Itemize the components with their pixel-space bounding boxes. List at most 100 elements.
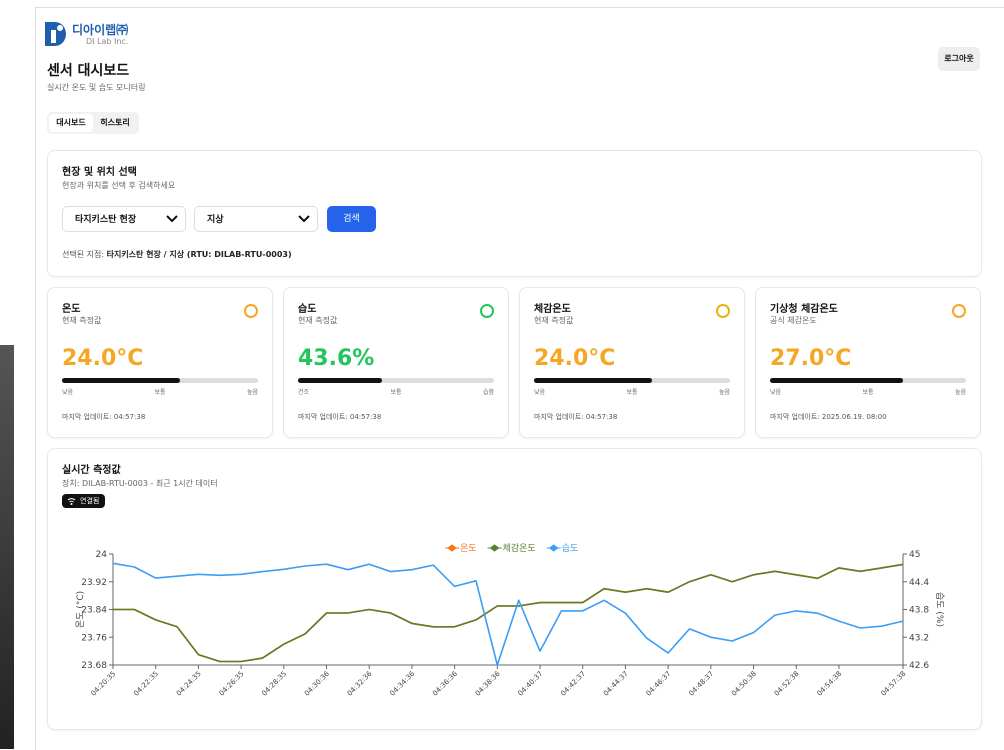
- card-updated: 마지막 업데이트: 04:57:38: [534, 413, 618, 421]
- gauge-scale: 낮음 보통 높음: [534, 387, 730, 396]
- location-select[interactable]: 지상: [194, 206, 318, 232]
- card-value: 24.0°C: [534, 346, 616, 371]
- gauge-fill: [770, 378, 904, 383]
- scale-label: 보통: [626, 389, 638, 396]
- background-strip: [0, 345, 14, 749]
- gauge-track: [534, 378, 730, 383]
- x-tick-label: 04:57:38: [880, 670, 908, 698]
- location-value: 지상: [207, 215, 224, 225]
- card-value: 27.0°C: [770, 346, 852, 371]
- x-tick-label: 04:28:35: [260, 670, 288, 698]
- scale-label: 보통: [390, 389, 402, 396]
- selected-info: 선택된 지점: 타지키스탄 현장 / 지상 (RTU: DILAB-RTU-00…: [62, 249, 292, 260]
- y-tick-label: 23.92: [81, 578, 107, 588]
- x-tick-label: 04:30:36: [303, 669, 331, 697]
- gauge-fill: [534, 378, 652, 383]
- selected-label: 선택된 지점:: [62, 250, 105, 259]
- sensor-card: 습도 현재 측정값 43.6% 건조 보통 습함 마지막 업데이트: 04:57:38: [283, 287, 509, 438]
- x-tick-label: 04:20:35: [90, 670, 118, 698]
- y-tick-label: 24: [96, 550, 108, 560]
- scale-label: 낮음: [62, 389, 74, 396]
- status-badge: 연결됨: [62, 494, 106, 508]
- x-tick-label: 04:40:37: [517, 670, 545, 698]
- gauge-track: [298, 378, 494, 383]
- scale-label: 높음: [246, 389, 258, 396]
- page-title: 센서 대시보드: [47, 63, 130, 79]
- line-series: [113, 563, 904, 663]
- x-tick-label: 04:26:35: [218, 670, 246, 698]
- card-updated: 마지막 업데이트: 04:57:38: [62, 413, 146, 421]
- card-title: 실시간 측정값: [62, 465, 121, 476]
- x-tick-label: 04:54:38: [815, 670, 843, 698]
- scale-label: 습함: [482, 389, 494, 396]
- y2-tick-label: 42.6: [909, 661, 929, 671]
- search-button[interactable]: 검색: [327, 206, 376, 232]
- card-title: 습도: [298, 304, 317, 315]
- legend-marker: [546, 544, 561, 552]
- card-description: 현장과 위치를 선택 후 검색하세요: [62, 181, 176, 190]
- tab-active[interactable]: 대시보드: [49, 114, 93, 132]
- legend-label: 온도: [460, 543, 477, 554]
- card-updated: 마지막 업데이트: 04:57:38: [298, 413, 382, 421]
- gauge-fill: [298, 378, 383, 383]
- scale-label: 건조: [298, 389, 310, 396]
- legend-label: 습도: [562, 543, 579, 554]
- card-value: 24.0°C: [62, 346, 144, 371]
- card-title: 현장 및 위치 선택: [62, 167, 137, 178]
- gauge-scale: 건조 보통 습함: [298, 387, 494, 396]
- gauge-track: [770, 378, 966, 383]
- status-text: 연결됨: [80, 497, 100, 505]
- device-info: 장치: DILAB-RTU-0003 - 최근 1시간 데이터: [62, 479, 218, 488]
- gauge-track: [62, 378, 258, 383]
- scale-label: 보통: [154, 389, 166, 396]
- card-updated: 마지막 업데이트: 2025.06.19. 08:00: [770, 413, 887, 421]
- chart-card: 실시간 측정값 장치: DILAB-RTU-0003 - 최근 1시간 데이터 …: [47, 448, 982, 730]
- card-subtitle: 현재 측정값: [62, 316, 102, 325]
- card-title: 온도: [62, 304, 81, 315]
- x-tick-label: 04:46:37: [645, 670, 673, 698]
- scale-label: 높음: [954, 389, 966, 396]
- gauge-fill: [62, 378, 180, 383]
- y-tick-label: 23.68: [81, 661, 107, 671]
- x-tick-label: 04:22:35: [132, 670, 160, 698]
- logo-icon: [45, 22, 66, 46]
- card-value: 43.6%: [298, 346, 375, 371]
- site-select[interactable]: 타지키스탄 현장: [62, 206, 186, 232]
- logout-button[interactable]: 로그아웃: [938, 47, 980, 71]
- gauge-scale: 낮음 보통 높음: [770, 387, 966, 396]
- y2-axis-title: 습도 (%): [934, 592, 945, 627]
- x-tick-label: 04:50:38: [730, 670, 758, 698]
- tabs: 대시보드 히스토리: [47, 112, 139, 134]
- y2-tick-label: 45: [909, 550, 920, 560]
- x-tick-label: 04:48:37: [687, 670, 715, 698]
- card-icon: [716, 304, 730, 318]
- card-subtitle: 현재 측정값: [534, 316, 574, 325]
- line-series: [112, 562, 904, 666]
- selection-card: 현장 및 위치 선택 현장과 위치를 선택 후 검색하세요 타지키스탄 현장 지…: [47, 150, 982, 277]
- x-tick-label: 04:34:36: [388, 669, 416, 697]
- sensor-card: 기상청 체감온도 공식 체감온도 27.0°C 낮음 보통 높음 마지막 업데이트: 202…: [755, 287, 981, 438]
- selected-value: 타지키스탄 현장 / 지상 (RTU: DILAB-RTU-0003): [106, 250, 292, 259]
- x-tick-label: 04:24:35: [175, 670, 203, 698]
- gauge-scale: 낮음 보통 높음: [62, 387, 258, 396]
- x-tick-label: 04:44:37: [602, 670, 630, 698]
- y2-tick-label: 44.4: [909, 578, 929, 588]
- card-icon: [244, 304, 258, 318]
- x-tick-label: 04:32:36: [346, 669, 374, 697]
- legend-marker: [445, 544, 459, 552]
- card-subtitle: 공식 체감온도: [770, 316, 817, 325]
- card-icon: [952, 304, 966, 318]
- tab[interactable]: 히스토리: [100, 118, 130, 127]
- x-tick-label: 04:42:37: [559, 670, 587, 698]
- sensor-card: 체감온도 현재 측정값 24.0°C 낮음 보통 높음 마지막 업데이트: 04:57:38: [519, 287, 745, 438]
- y-axis-title: 온도 (°C): [75, 591, 86, 628]
- scale-label: 낮음: [770, 389, 782, 396]
- card-icon: [480, 304, 494, 318]
- x-tick-label: 04:38:36: [474, 669, 502, 697]
- window: [35, 7, 1004, 750]
- brand: 디아이랩㈜: [72, 23, 129, 37]
- y-tick-label: 23.76: [81, 633, 107, 643]
- y2-tick-label: 43.2: [909, 633, 929, 643]
